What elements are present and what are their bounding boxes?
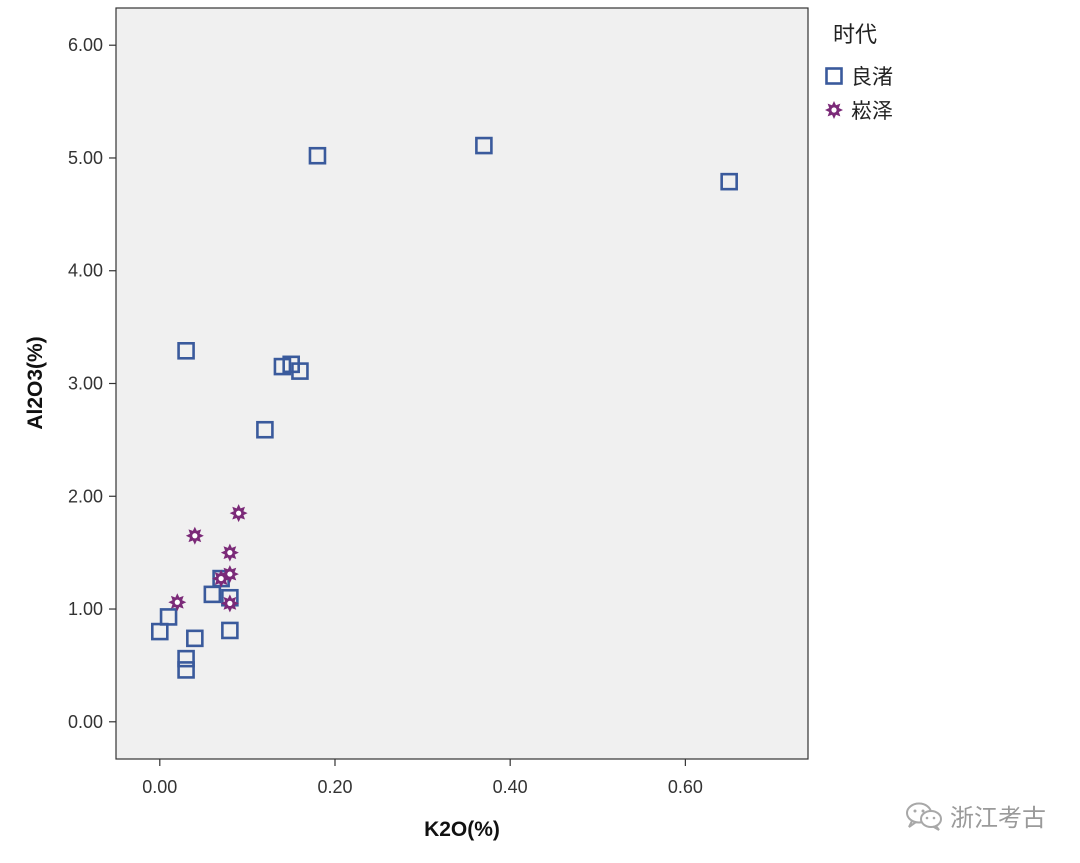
y-tick-label: 5.00 bbox=[68, 148, 103, 168]
data-point-square bbox=[308, 146, 327, 165]
data-point-square bbox=[291, 362, 309, 380]
y-tick-label: 3.00 bbox=[68, 374, 103, 394]
plot-area bbox=[115, 7, 809, 760]
y-tick-label: 6.00 bbox=[68, 35, 103, 55]
y-tick-label: 2.00 bbox=[68, 486, 103, 506]
data-point-star bbox=[212, 569, 231, 588]
legend-marker-square bbox=[825, 67, 843, 85]
legend-title: 时代 bbox=[833, 23, 877, 48]
watermark-text: 浙江考古 bbox=[950, 804, 1046, 832]
data-point-square bbox=[177, 661, 195, 679]
legend-label: 良渚 bbox=[851, 65, 893, 89]
data-point-square bbox=[475, 136, 493, 155]
x-axis: 0.00 0.20 0.40 0.60 bbox=[142, 759, 703, 797]
x-tick-label: 0.00 bbox=[142, 777, 177, 797]
data-point-star bbox=[229, 504, 248, 523]
data-point-square bbox=[203, 585, 222, 604]
y-tick-label: 4.00 bbox=[68, 261, 103, 281]
watermark: 浙江考古 bbox=[904, 798, 1046, 833]
data-point-star bbox=[185, 526, 204, 545]
x-tick-label: 0.60 bbox=[668, 777, 703, 797]
y-tick-label: 0.00 bbox=[68, 712, 103, 732]
x-axis-title: K2O(%) bbox=[424, 818, 500, 841]
data-point-star bbox=[168, 593, 187, 612]
y-tick-label: 1.00 bbox=[68, 599, 103, 619]
data-point-square bbox=[177, 649, 195, 668]
y-axis-title: Al2O3(%) bbox=[24, 336, 47, 429]
wechat-icon bbox=[906, 802, 942, 831]
data-point-star bbox=[220, 594, 239, 613]
data-point-square bbox=[150, 622, 169, 641]
data-point-star bbox=[220, 543, 239, 562]
y-axis: 0.00 1.00 2.00 3.00 4.00 5.00 6.00 bbox=[68, 35, 116, 732]
data-point-square bbox=[221, 621, 239, 640]
x-tick-label: 0.20 bbox=[317, 777, 352, 797]
data-point-square bbox=[256, 420, 274, 439]
legend-label: 崧泽 bbox=[851, 99, 893, 123]
data-point-square bbox=[177, 341, 195, 360]
x-tick-label: 0.40 bbox=[493, 777, 528, 797]
legend-marker-star bbox=[825, 101, 843, 119]
data-point-square bbox=[186, 629, 204, 648]
data-point-square bbox=[720, 172, 738, 191]
data-points bbox=[150, 136, 738, 679]
